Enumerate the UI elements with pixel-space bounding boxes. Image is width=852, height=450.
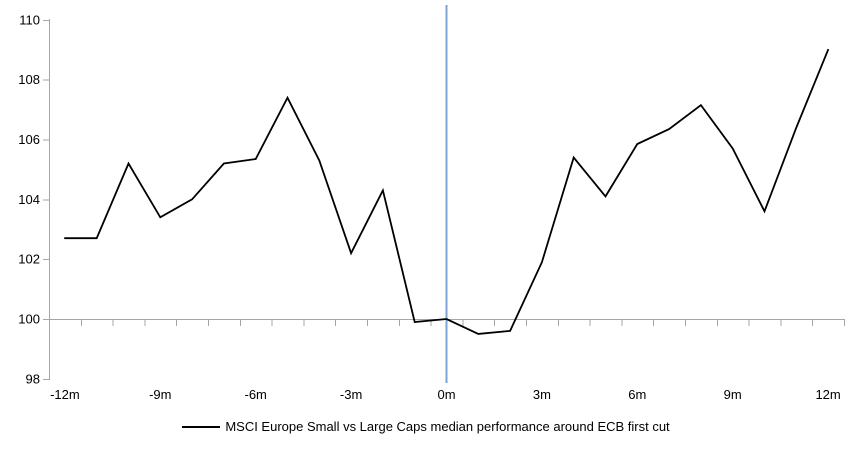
line-chart-svg: 98 100 102 104 106 108 110 -12m -9m -6m -3m 0m 3m 6m 9…: [18, 5, 845, 402]
y-tick-label: 102: [18, 252, 40, 267]
x-tick-label: 0m: [437, 387, 455, 402]
x-tick-label: 9m: [724, 387, 742, 402]
legend-line-swatch: [182, 425, 221, 428]
y-tick-label: 106: [18, 132, 40, 147]
y-tick-label: 100: [18, 311, 40, 326]
legend-label: MSCI Europe Small vs Large Caps median p…: [225, 419, 670, 434]
x-tick-label: -12m: [50, 387, 80, 402]
y-tick-label: 110: [19, 12, 40, 27]
x-tick-label: 12m: [815, 387, 840, 402]
x-tick-label: -3m: [340, 387, 362, 402]
x-tick-label: 6m: [628, 387, 646, 402]
series-line: [64, 48, 829, 335]
y-tick-label: 108: [18, 72, 40, 87]
legend: MSCI Europe Small vs Large Caps median p…: [0, 419, 852, 434]
y-tick-label: 98: [26, 371, 40, 386]
x-tick-label: -6m: [245, 387, 267, 402]
y-tick-label: 104: [18, 192, 40, 207]
x-tick-label: 3m: [533, 387, 551, 402]
x-tick-label: -9m: [149, 387, 171, 402]
